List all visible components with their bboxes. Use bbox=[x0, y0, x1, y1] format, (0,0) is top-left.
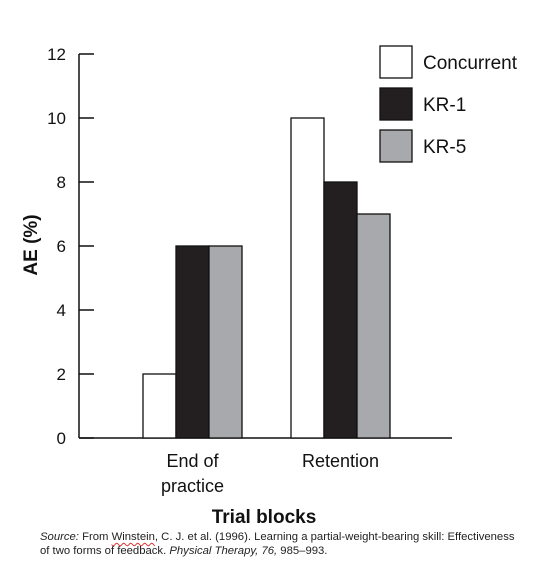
source-prefix: From bbox=[78, 531, 112, 543]
legend-swatch bbox=[379, 129, 413, 163]
bar-concurrent-0 bbox=[142, 373, 177, 439]
bar-kr-5-1 bbox=[356, 213, 391, 439]
x-category-label: Retention bbox=[302, 451, 379, 471]
legend-label: KR-1 bbox=[423, 95, 466, 116]
y-axis-title: AE (%) bbox=[21, 214, 42, 275]
source-note: Source: From Winstein, C. J. et al. (199… bbox=[40, 530, 520, 558]
legend: Concurrent KR-1 KR-5 bbox=[379, 45, 518, 163]
y-tick-label: 6 bbox=[57, 237, 66, 256]
bar-kr-5-0 bbox=[208, 245, 243, 439]
source-label: Source: bbox=[40, 531, 79, 543]
bar-concurrent-1 bbox=[290, 117, 325, 439]
y-tick-label: 2 bbox=[57, 365, 66, 384]
bar-chart: 0 2 4 6 8 10 12 End of practice Retention Concur… bbox=[21, 45, 518, 525]
x-category-label: End of bbox=[166, 451, 219, 471]
source-citation: , C. J. et al. (1996). Learning a partia… bbox=[40, 531, 515, 557]
x-axis-title: Trial blocks bbox=[212, 507, 317, 525]
y-tick-label: 0 bbox=[57, 429, 66, 448]
y-tick-label: 10 bbox=[47, 109, 66, 128]
bar-kr-1-1 bbox=[323, 181, 358, 439]
source-volume: 76, bbox=[261, 545, 278, 557]
bar-kr-1-0 bbox=[175, 245, 210, 439]
y-axis: 0 2 4 6 8 10 12 bbox=[47, 45, 94, 448]
x-axis: End of practice Retention bbox=[79, 437, 452, 496]
legend-label: KR-5 bbox=[423, 137, 466, 158]
legend-swatch bbox=[379, 87, 413, 121]
legend-label: Concurrent bbox=[423, 53, 518, 74]
source-pages: 985–993. bbox=[277, 545, 328, 557]
x-category-label: practice bbox=[161, 476, 224, 496]
y-tick-label: 4 bbox=[57, 301, 66, 320]
source-journal: Physical Therapy, bbox=[169, 545, 259, 557]
legend-swatch bbox=[379, 45, 413, 79]
bars bbox=[142, 117, 391, 439]
y-tick-label: 12 bbox=[47, 45, 66, 64]
source-author: Winstein bbox=[111, 531, 155, 543]
y-tick-label: 8 bbox=[57, 173, 66, 192]
